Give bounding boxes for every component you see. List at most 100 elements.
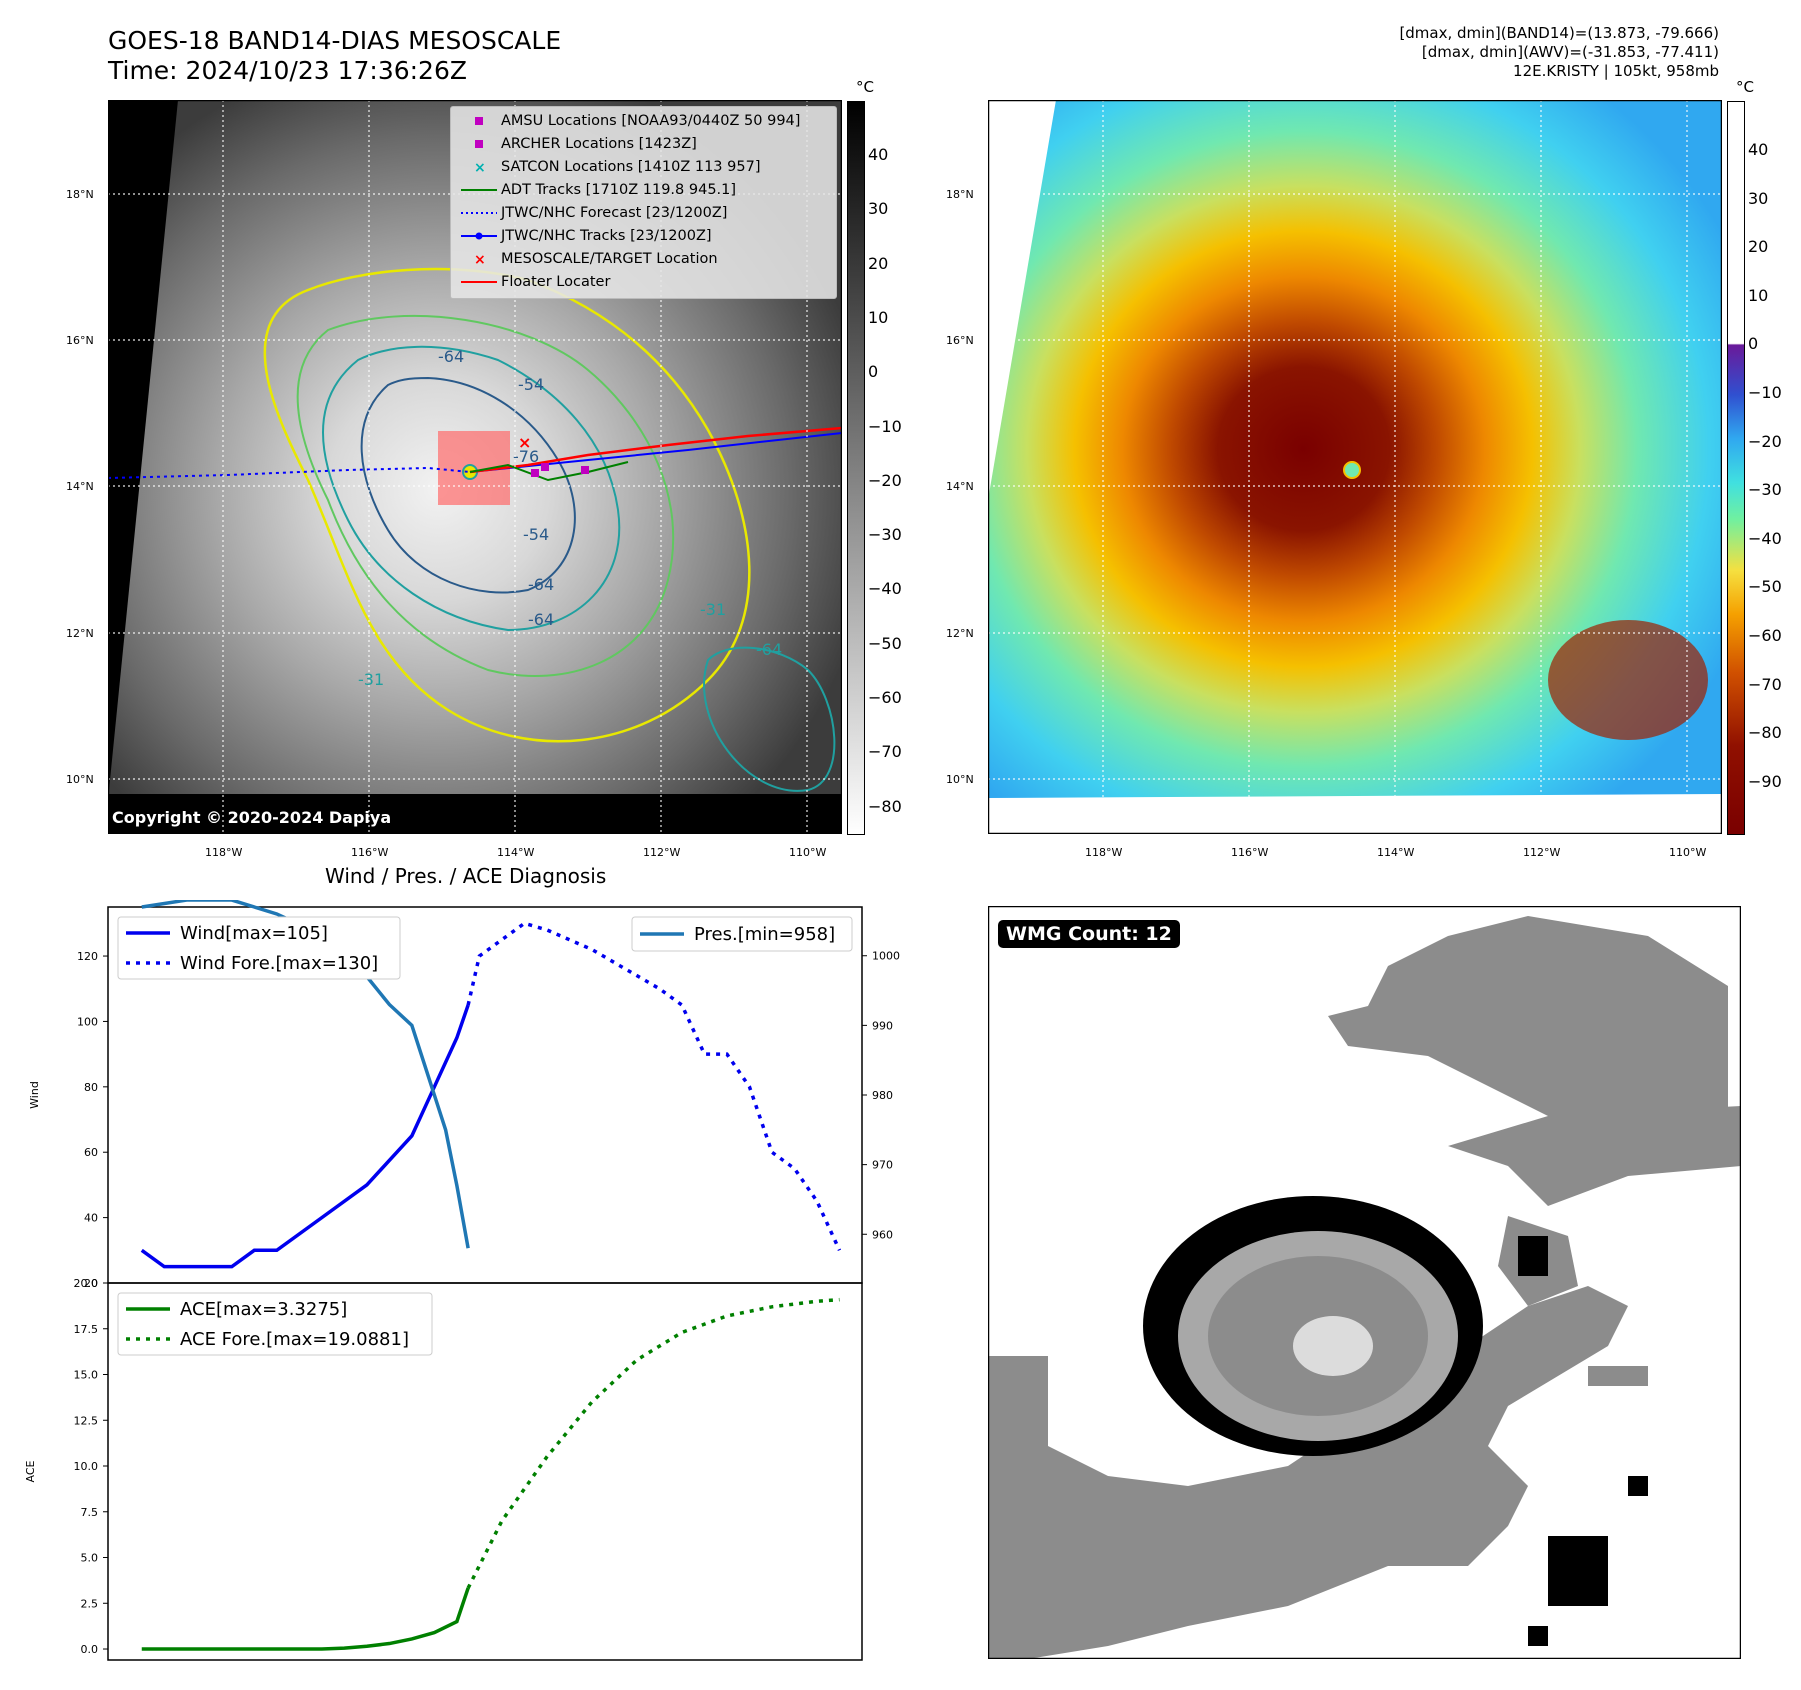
map-legend: AMSU Locations [NOAA93/0440Z 50 994] ARC… — [450, 106, 837, 299]
pressure-y-tick-label: 980 — [872, 1089, 893, 1102]
contour-blue — [360, 376, 576, 594]
adt-track-line — [469, 461, 629, 482]
contour-label: -31 — [358, 670, 384, 689]
pressure-y-tick-label: 970 — [872, 1159, 893, 1172]
title-line-product: GOES-18 BAND14-DIAS MESOSCALE — [108, 26, 562, 55]
lat-label: 14°N — [946, 480, 974, 493]
ace-legend-label: ACE[max=3.3275] — [180, 1299, 347, 1320]
lon-label: 116°W — [351, 846, 389, 859]
contour-teal-se — [703, 646, 836, 792]
contour-teal — [322, 345, 621, 632]
colorbar-tick-label: −30 — [868, 525, 902, 545]
lon-label: 112°W — [643, 846, 681, 859]
contour-label: -64 — [528, 575, 554, 594]
lon-label: 118°W — [205, 846, 243, 859]
colorbar-tick-label: −40 — [1748, 528, 1782, 548]
wmg-panel — [988, 906, 1741, 1659]
no-data-wedge — [108, 100, 178, 800]
ace-y-tick-label: 7.5 — [81, 1506, 99, 1519]
pressure-y-tick-label: 960 — [872, 1228, 893, 1241]
storm-info-text: 12E.KRISTY | 105kt, 958mb — [1513, 62, 1719, 80]
ace-y-tick-label: 0.0 — [81, 1643, 99, 1656]
no-data-strip — [108, 794, 842, 834]
lat-label: 18°N — [946, 188, 974, 201]
colorbar-tick-label: 20 — [1748, 237, 1769, 257]
wind-y-tick-label: 60 — [84, 1146, 98, 1159]
wind-y-tick-label: 120 — [77, 950, 98, 963]
contour-green — [296, 314, 675, 677]
dias-se-cloud — [1548, 620, 1708, 740]
ace-legend-box — [117, 1292, 433, 1356]
svg-text:×: × — [474, 252, 486, 268]
colorbar-tick-label: −70 — [868, 742, 902, 762]
band14-minmax-text: [dmax, dmin](BAND14)=(13.873, -79.666) — [1399, 24, 1719, 42]
colorbar-tick-label: 40 — [868, 145, 889, 164]
colorbar-tick-label: −90 — [1748, 771, 1782, 791]
colorbar-tick-label: 30 — [1748, 188, 1769, 208]
pressure-legend-label: Pres.[min=958] — [694, 924, 835, 945]
ace-y-tick-label: 12.5 — [74, 1414, 99, 1427]
colorbar-tick-label: 0 — [868, 362, 879, 382]
lon-label: 110°W — [789, 846, 827, 859]
lon-label: 112°W — [1523, 846, 1561, 859]
colorbar-tick-label: −10 — [868, 416, 902, 436]
colorbar-tick-label: −20 — [1748, 431, 1782, 451]
wind-legend-box — [117, 916, 401, 980]
lon-label: 118°W — [1085, 846, 1123, 859]
lon-label: 116°W — [1231, 846, 1269, 859]
colorbar-tick-label: 10 — [868, 307, 889, 327]
wind-y-tick-label: 20 — [84, 1277, 98, 1290]
wind-y-tick-label: 80 — [84, 1081, 98, 1094]
colorbar-tick-label: −20 — [868, 470, 902, 490]
amsu-location-marker — [581, 466, 589, 474]
archer-location-marker — [541, 463, 549, 471]
colorbar-tick-label: 0 — [1748, 334, 1759, 354]
contour-label: -31 — [700, 600, 726, 619]
contour-label: -64 — [438, 347, 464, 366]
pressure-y-tick-label: 990 — [872, 1019, 893, 1032]
figure-title: GOES-18 BAND14-DIAS MESOSCALE Time: 2024… — [108, 26, 561, 86]
copyright-text: Copyright © 2020-2024 Dapiya — [112, 808, 392, 827]
amsu-location-marker — [531, 469, 539, 477]
awv-minmax-text: [dmax, dmin](AWV)=(-31.853, -77.411) — [1421, 43, 1719, 61]
lon-label: 110°W — [1669, 846, 1707, 859]
colorbar-tick-label: −80 — [868, 796, 902, 816]
ace-forecast-line — [466, 1297, 840, 1589]
ace-y-tick-label: 2.5 — [81, 1597, 99, 1610]
ir-colorbar-unit: °C — [856, 78, 874, 96]
colorbar-tick-label: −70 — [1748, 674, 1782, 694]
colorbar-tick-label: 30 — [868, 199, 889, 219]
pressure-y-tick-label: 1000 — [872, 950, 900, 963]
title-line-time: Time: 2024/10/23 17:36:26Z — [108, 56, 467, 85]
colorbar-tick-label: −50 — [868, 633, 902, 653]
ace-panel-frame — [107, 1282, 863, 1661]
wind-legend-label: Wind Fore.[max=130] — [180, 953, 378, 974]
wmg-black-blobs — [1518, 1236, 1648, 1646]
dias-image — [988, 100, 1722, 798]
colorbar-tick-label: −30 — [1748, 480, 1782, 500]
wind-forecast-line — [466, 921, 842, 1252]
diagnosis-chart: 12010080604020Wind1000990980970960Pressu… — [24, 900, 900, 1661]
lat-label: 10°N — [66, 773, 94, 786]
ace-y-tick-label: 15.0 — [74, 1369, 99, 1382]
ace-legend-label: ACE Fore.[max=19.0881] — [180, 1329, 409, 1350]
colorbar-tick-label: −10 — [1748, 383, 1782, 402]
lat-label: 16°N — [66, 334, 94, 347]
contour-label: -54 — [523, 525, 549, 544]
svg-text:×: × — [474, 160, 486, 176]
pressure-legend-box — [631, 916, 853, 952]
wind-legend-label: Wind[max=105] — [180, 923, 328, 944]
colorbar-tick-label: −50 — [1748, 577, 1782, 597]
wind-y-axis-label: Wind — [28, 1081, 41, 1109]
ace-y-axis-label: ACE — [24, 1460, 37, 1482]
dias-colorbar — [1727, 101, 1745, 835]
ace-y-tick-label: 5.0 — [81, 1552, 99, 1565]
wmg-eyewall — [1143, 1196, 1483, 1456]
lat-label: 14°N — [66, 480, 94, 493]
colorbar-tick-label: −40 — [868, 579, 902, 599]
ace-y-tick-label: 20.0 — [74, 1277, 99, 1290]
colorbar-tick-label: 10 — [1748, 285, 1769, 305]
lon-label: 114°W — [1377, 846, 1415, 859]
wmg-count-badge: WMG Count: 12 — [998, 920, 1180, 948]
jtwc-forecast-line — [108, 466, 471, 479]
